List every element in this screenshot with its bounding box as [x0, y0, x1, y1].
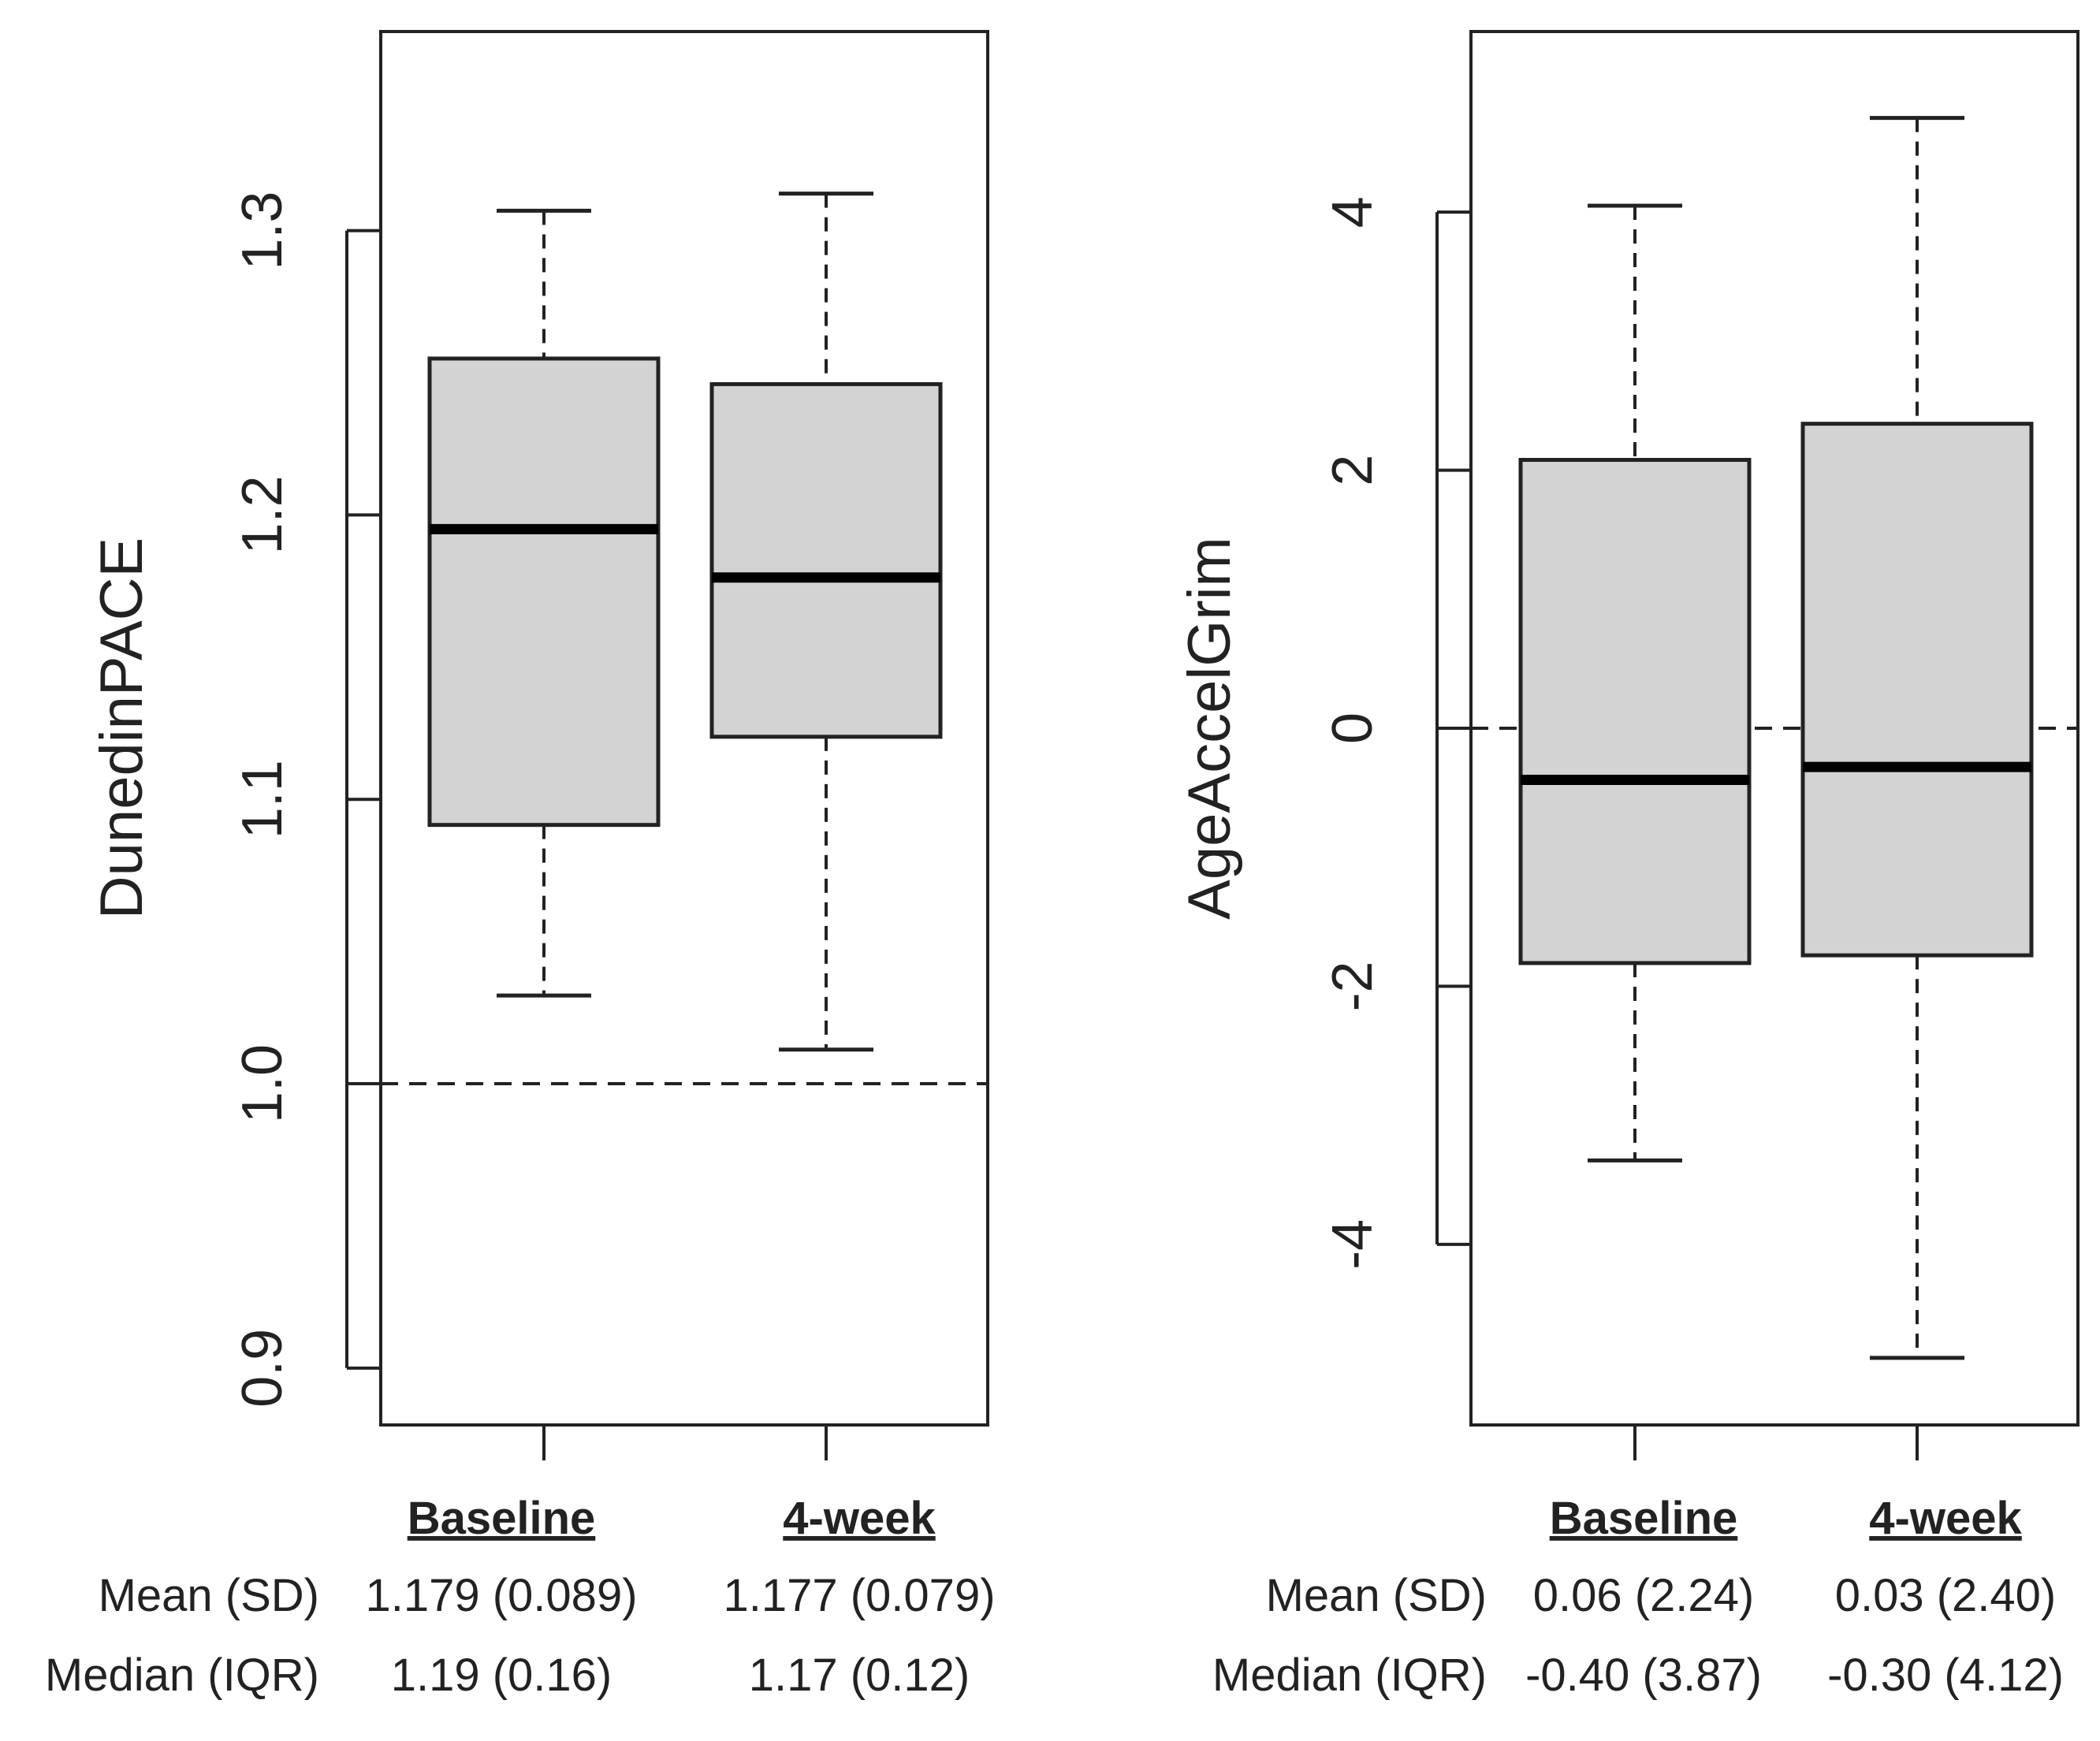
group-label: 4-week: [783, 1493, 936, 1544]
y-tick-label: 4: [1321, 196, 1384, 228]
group-label: Baseline: [1550, 1493, 1738, 1544]
stat-value: 1.19 (0.16): [391, 1650, 612, 1701]
y-tick-label: -4: [1321, 1219, 1384, 1270]
stat-value: -0.30 (4.12): [1827, 1650, 2064, 1701]
box-4-week: [709, 381, 943, 739]
stat-value: -0.40 (3.87): [1525, 1650, 1762, 1701]
stat-value: 1.17 (0.12): [749, 1650, 970, 1701]
stat-value: 0.06 (2.24): [1533, 1570, 1755, 1621]
stat-value: 1.179 (0.089): [365, 1570, 637, 1621]
stat-row-label: Mean (SD): [1266, 1570, 1487, 1621]
y-axis-label: DunedinPACE: [88, 538, 155, 919]
box-4-week: [1800, 422, 2034, 958]
y-tick-label: 1.3: [231, 192, 294, 270]
stat-row-label: Mean (SD): [99, 1570, 319, 1621]
y-tick-label: 0.9: [231, 1329, 294, 1408]
group-label: 4-week: [1869, 1493, 2022, 1544]
y-axis-label: AgeAccelGrim: [1176, 537, 1243, 920]
stat-value: 0.03 (2.40): [1835, 1570, 2057, 1621]
y-tick-label: 0: [1321, 712, 1384, 744]
stat-value: 1.177 (0.079): [723, 1570, 995, 1621]
y-tick-label: 1.0: [231, 1044, 294, 1123]
plot-frame: [379, 30, 989, 1427]
y-tick-label: 2: [1321, 455, 1384, 486]
stat-row-label: Median (IQR): [45, 1650, 319, 1701]
y-tick-label: 1.2: [231, 475, 294, 554]
ageaccelgrim-panel: -4 -2 0 2 4 AgeAccelGrim Baseline 4-week Mean (S…: [1176, 30, 2080, 1701]
y-tick-label: -2: [1321, 961, 1384, 1011]
box-baseline: [1518, 457, 1752, 965]
group-label: Baseline: [408, 1493, 596, 1544]
box-baseline: [427, 356, 661, 828]
y-tick-label: 1.1: [231, 760, 294, 839]
stat-row-label: Median (IQR): [1212, 1650, 1487, 1701]
dunedinpace-panel: 0.9 1.0 1.1 1.2 1.3 DunedinPACE Baseline 4-week…: [45, 30, 996, 1701]
